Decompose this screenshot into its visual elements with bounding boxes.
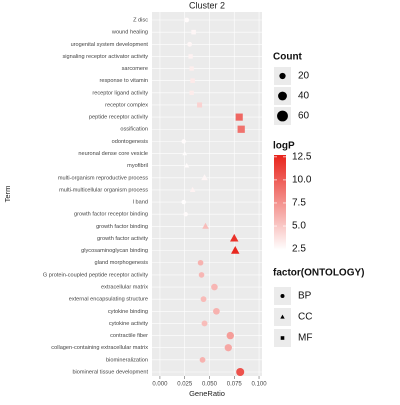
y-tick-label: receptor complex	[105, 102, 148, 108]
y-tick-label: I band	[132, 200, 148, 206]
x-tick-label: 0.000	[152, 382, 168, 388]
point	[230, 233, 239, 242]
y-tick-label: G protein-coupled peptide receptor activ…	[43, 272, 148, 278]
chart-title: Cluster 2	[189, 0, 225, 10]
shape-legend-label: CC	[298, 312, 312, 323]
point	[198, 272, 205, 278]
x-tick-label: 0.100	[252, 382, 268, 388]
point	[201, 174, 208, 181]
point	[201, 320, 208, 327]
colorbar	[274, 155, 286, 250]
y-tick-label: multi-multicellular organism process	[59, 187, 148, 193]
colorbar-label: 7.5	[292, 198, 306, 209]
x-tick-label: 0.025	[177, 382, 193, 388]
y-tick-label: biomineral tissue development	[72, 369, 148, 375]
shape-legend-label: BP	[298, 291, 312, 302]
y-tick-label: cytokine activity	[109, 321, 148, 327]
y-tick-label: wound healing	[111, 30, 148, 36]
point	[231, 246, 240, 254]
y-tick-label: response to vitamin	[99, 78, 148, 84]
y-tick-label: cytokine binding	[108, 309, 148, 315]
x-tick-label: 0.050	[202, 382, 218, 388]
y-tick-label: Z disc	[133, 17, 148, 23]
y-tick-label: multi-organism reproductive process	[58, 175, 148, 181]
x-axis-label: GeneRatio	[189, 389, 225, 398]
point	[187, 41, 193, 47]
point	[189, 66, 194, 71]
point	[184, 17, 190, 23]
y-tick-label: neuronal dense core vesicle	[78, 151, 148, 157]
y-tick-label: odontogenesis	[112, 139, 149, 145]
y-axis-label: Term	[3, 186, 12, 203]
size-legend-label: 20	[298, 71, 310, 82]
point	[181, 199, 186, 205]
point	[181, 139, 186, 144]
point	[182, 150, 188, 156]
colorbar-label: 5.0	[292, 221, 306, 232]
point	[191, 29, 196, 35]
y-tick-label: extracellular matrix	[101, 285, 148, 291]
y-tick-label: glycosaminoglycan binding	[81, 248, 148, 254]
size-legend-dot	[277, 110, 288, 122]
point	[190, 78, 195, 83]
point	[197, 102, 203, 108]
point	[199, 356, 206, 363]
y-tick-label: growth factor activity	[97, 236, 148, 242]
point	[197, 259, 204, 266]
y-tick-label: growth factor binding	[96, 224, 148, 230]
x-tick-label: 0.075	[227, 382, 243, 388]
y-tick-label: sarcomere	[122, 66, 148, 72]
shape-legend-symbol	[280, 294, 285, 298]
y-tick-label: contractile fiber	[110, 333, 148, 339]
point	[213, 307, 220, 315]
colorbar-label: 10.0	[292, 175, 312, 186]
point	[226, 331, 234, 340]
size-legend-label: 40	[298, 91, 310, 102]
shape-legend-title: factor(ONTOLOGY)	[273, 268, 364, 279]
shape-legend-symbol	[280, 336, 285, 340]
size-legend-dot	[278, 91, 287, 101]
y-tick-label: ossification	[120, 127, 148, 133]
y-tick-label: collagen-containing extracellular matrix	[51, 345, 148, 351]
y-tick-label: gland morphogenesis	[95, 260, 149, 266]
shape-legend-label: MF	[298, 333, 312, 344]
point	[184, 162, 190, 168]
size-legend-label: 60	[298, 111, 310, 122]
point	[237, 125, 245, 133]
size-legend-title: Count	[273, 52, 303, 63]
y-tick-label: signaling receptor activator activity	[63, 54, 149, 60]
y-tick-label: urogenital system development	[71, 42, 149, 48]
point	[189, 90, 194, 96]
point	[235, 113, 243, 121]
point	[202, 222, 209, 229]
y-tick-label: peptide receptor activity	[89, 115, 148, 121]
point	[189, 186, 196, 192]
y-tick-label: myofibril	[127, 163, 148, 169]
point	[188, 54, 193, 59]
colorbar-label: 2.5	[292, 244, 306, 255]
point	[183, 211, 188, 217]
point	[200, 296, 207, 303]
size-legend-dot	[279, 72, 286, 80]
panel	[152, 12, 262, 376]
y-tick-label: growth factor receptor binding	[74, 212, 148, 218]
point	[224, 344, 232, 352]
y-tick-label: external encapsulating structure	[69, 297, 148, 303]
y-tick-label: biomineralization	[106, 357, 148, 363]
y-tick-label: receptor ligand activity	[92, 90, 148, 96]
point	[211, 283, 218, 291]
point	[236, 367, 245, 377]
color-legend-title: logP	[273, 141, 295, 152]
shape-legend-symbol	[280, 314, 285, 319]
colorbar-label: 12.5	[292, 151, 312, 162]
